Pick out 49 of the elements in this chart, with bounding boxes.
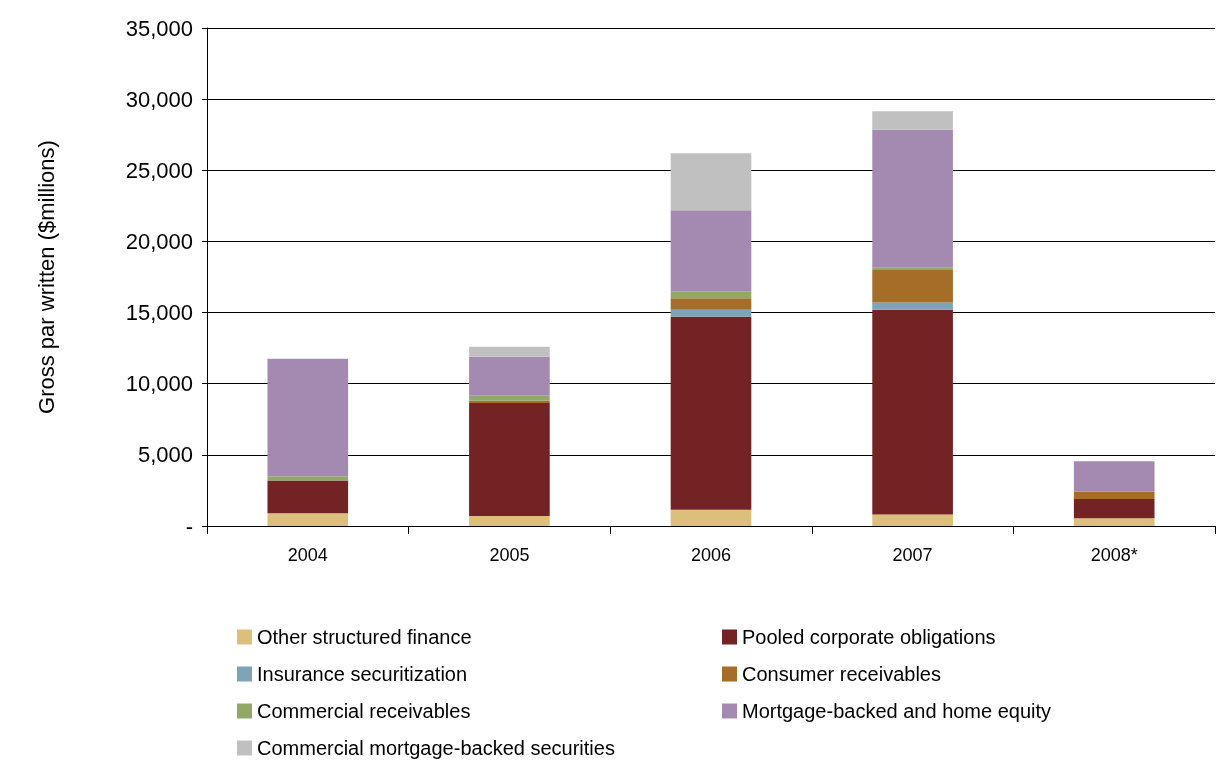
bar [469,400,550,403]
bar [872,309,953,515]
legend-label: Commercial receivables [257,700,471,722]
bar [872,514,953,526]
bar [872,267,953,270]
legend-label: Consumer receivables [742,663,941,685]
y-tick-label: 20,000 [125,228,193,254]
bar [267,480,349,514]
bar [670,316,752,510]
bar [670,153,752,211]
y-tick-label: 25,000 [125,157,193,183]
bar [872,129,953,268]
bar [872,111,953,130]
bar [670,298,752,310]
y-tick-label: 5,000 [137,442,193,468]
x-tick-label: 2008* [1090,545,1138,565]
bar [1073,518,1155,526]
bar [872,269,953,303]
bar [267,358,349,477]
y-tick-label: 15,000 [125,300,193,326]
x-tick-label: 2005 [489,545,530,565]
bar [469,395,550,401]
legend-label: Mortgage-backed and home equity [742,700,1052,722]
legend-label: Commercial mortgage-backed securities [257,737,615,759]
legend-label: Pooled corporate obligations [742,626,996,648]
y-tick-label: 35,000 [125,15,193,41]
bar [670,309,752,317]
bar [469,516,550,526]
bar [670,210,752,292]
x-tick-label: 2007 [892,545,933,565]
x-tick-label: 2004 [287,545,328,565]
y-tick-label: - [185,513,193,539]
y-axis-title: Gross par written ($millions) [33,140,59,414]
bar [1073,491,1155,499]
legend-label: Other structured finance [257,626,472,648]
bar [1073,461,1155,492]
y-tick-label: 30,000 [125,86,193,112]
bar [1073,498,1155,519]
bar [670,291,752,299]
legend-label: Insurance securitization [257,663,468,685]
bar [469,346,550,357]
x-tick-label: 2006 [690,545,732,565]
bar [872,302,953,310]
bar [469,356,550,396]
bar [267,513,349,526]
y-tick-label: 10,000 [125,371,193,397]
bar [469,402,550,517]
bar [267,476,349,481]
bar [670,509,752,526]
